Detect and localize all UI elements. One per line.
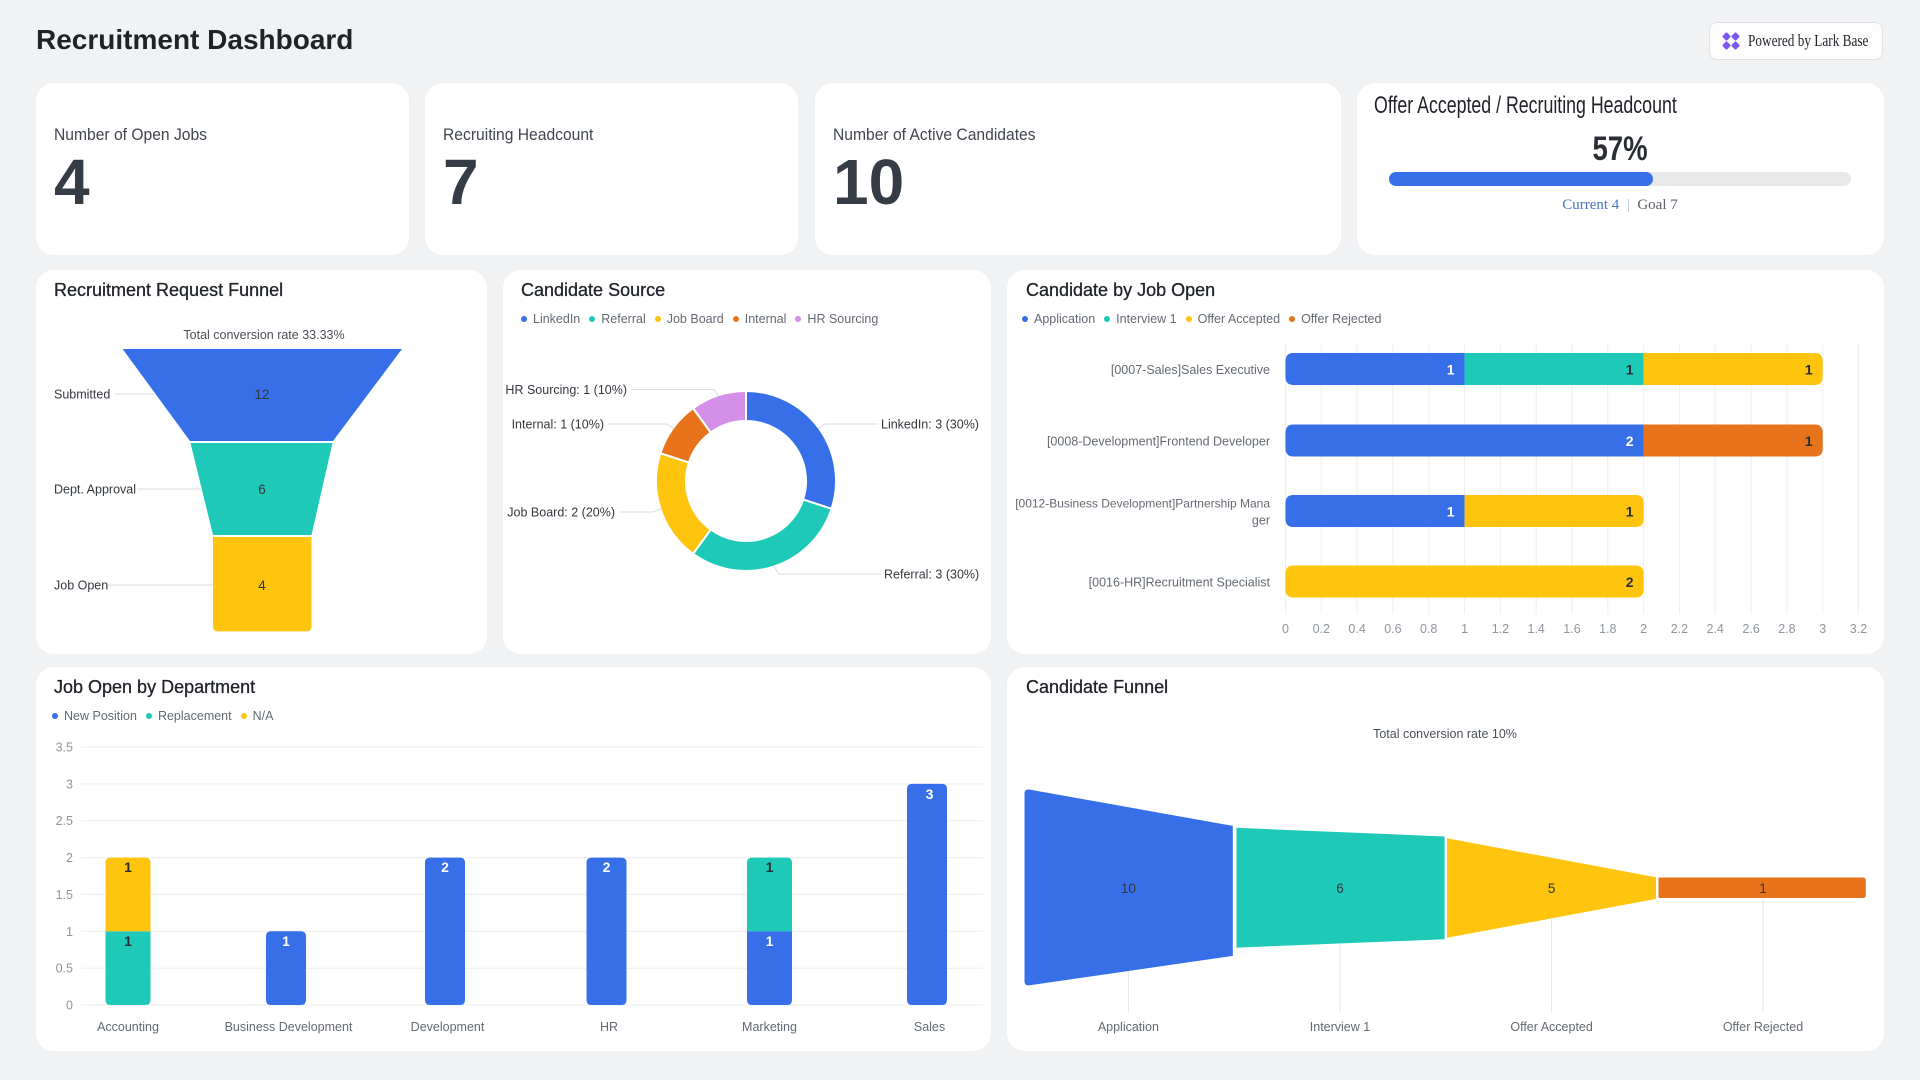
svg-text:Offer Accepted: Offer Accepted bbox=[1510, 1020, 1593, 1034]
svg-text:1: 1 bbox=[282, 933, 290, 949]
svg-text:2: 2 bbox=[603, 859, 611, 875]
svg-text:0.5: 0.5 bbox=[56, 962, 73, 976]
svg-text:1: 1 bbox=[1447, 362, 1455, 378]
svg-text:1: 1 bbox=[766, 933, 774, 949]
svg-text:0: 0 bbox=[1282, 622, 1289, 636]
svg-text:2.6: 2.6 bbox=[1742, 622, 1759, 636]
svg-text:[0008-Development]Frontend Dev: [0008-Development]Frontend Developer bbox=[1047, 435, 1270, 449]
svg-text:[0016-HR]Recruitment Specialis: [0016-HR]Recruitment Specialist bbox=[1089, 576, 1271, 590]
svg-text:3.2: 3.2 bbox=[1850, 622, 1867, 636]
svg-text:0.8: 0.8 bbox=[1420, 622, 1437, 636]
svg-text:0.2: 0.2 bbox=[1313, 622, 1330, 636]
svg-text:2: 2 bbox=[1640, 622, 1647, 636]
svg-text:Sales: Sales bbox=[914, 1020, 945, 1034]
svg-text:2: 2 bbox=[441, 859, 449, 875]
svg-text:5: 5 bbox=[1548, 881, 1556, 896]
svg-text:[0007-Sales]Sales Executive: [0007-Sales]Sales Executive bbox=[1111, 363, 1270, 377]
svg-text:Total conversion rate 33.33%: Total conversion rate 33.33% bbox=[183, 328, 344, 342]
svg-text:2.5: 2.5 bbox=[56, 814, 73, 828]
svg-text:3: 3 bbox=[66, 777, 73, 791]
svg-text:HR: HR bbox=[600, 1020, 618, 1034]
svg-text:2: 2 bbox=[1626, 433, 1634, 449]
svg-text:1.4: 1.4 bbox=[1528, 622, 1545, 636]
svg-text:Referral: 3 (30%): Referral: 3 (30%) bbox=[884, 568, 979, 582]
svg-text:1: 1 bbox=[1805, 362, 1813, 378]
svg-text:1: 1 bbox=[66, 925, 73, 939]
svg-text:Job Board: 2 (20%): Job Board: 2 (20%) bbox=[507, 506, 615, 520]
svg-text:3: 3 bbox=[1819, 622, 1826, 636]
svg-text:Business Development: Business Development bbox=[225, 1020, 353, 1034]
svg-text:Submitted: Submitted bbox=[54, 388, 110, 402]
svg-text:0.6: 0.6 bbox=[1384, 622, 1401, 636]
svg-text:Total conversion rate 10%: Total conversion rate 10% bbox=[1373, 727, 1517, 741]
svg-text:Development: Development bbox=[411, 1020, 485, 1034]
svg-text:LinkedIn: 3 (30%): LinkedIn: 3 (30%) bbox=[881, 418, 979, 432]
svg-text:1.6: 1.6 bbox=[1563, 622, 1580, 636]
svg-text:3.5: 3.5 bbox=[56, 741, 73, 755]
svg-text:1: 1 bbox=[1461, 622, 1468, 636]
svg-text:Application: Application bbox=[1098, 1020, 1159, 1034]
svg-text:12: 12 bbox=[254, 387, 269, 402]
svg-text:0: 0 bbox=[66, 999, 73, 1013]
svg-text:Interview 1: Interview 1 bbox=[1310, 1020, 1370, 1034]
svg-text:Dept. Approval: Dept. Approval bbox=[54, 483, 136, 497]
svg-text:[0012-Business Development]Par: [0012-Business Development]Partnership M… bbox=[1015, 497, 1270, 511]
svg-text:1: 1 bbox=[1447, 504, 1455, 520]
svg-text:2.2: 2.2 bbox=[1671, 622, 1688, 636]
svg-text:Job Open: Job Open bbox=[54, 579, 108, 593]
svg-text:1: 1 bbox=[766, 859, 774, 875]
svg-text:6: 6 bbox=[258, 482, 266, 497]
svg-text:4: 4 bbox=[258, 578, 266, 593]
svg-text:2: 2 bbox=[1626, 574, 1634, 590]
svg-text:1: 1 bbox=[1759, 881, 1767, 896]
svg-text:3: 3 bbox=[926, 786, 934, 802]
svg-text:HR Sourcing: 1 (10%): HR Sourcing: 1 (10%) bbox=[505, 383, 627, 397]
svg-text:10: 10 bbox=[1121, 881, 1136, 896]
svg-text:1.5: 1.5 bbox=[56, 888, 73, 902]
svg-text:1: 1 bbox=[1805, 433, 1813, 449]
svg-text:1.2: 1.2 bbox=[1492, 622, 1509, 636]
svg-text:1: 1 bbox=[124, 933, 132, 949]
svg-text:1: 1 bbox=[124, 859, 132, 875]
svg-text:Internal: 1 (10%): Internal: 1 (10%) bbox=[512, 418, 604, 432]
svg-text:1: 1 bbox=[1626, 504, 1634, 520]
svg-text:Accounting: Accounting bbox=[97, 1020, 159, 1034]
svg-text:ger: ger bbox=[1252, 514, 1270, 528]
svg-text:Marketing: Marketing bbox=[742, 1020, 797, 1034]
svg-text:1.8: 1.8 bbox=[1599, 622, 1616, 636]
svg-text:2.8: 2.8 bbox=[1778, 622, 1795, 636]
svg-text:2: 2 bbox=[66, 851, 73, 865]
svg-text:2.4: 2.4 bbox=[1707, 622, 1724, 636]
svg-text:6: 6 bbox=[1336, 881, 1344, 896]
svg-text:Offer Rejected: Offer Rejected bbox=[1723, 1020, 1803, 1034]
svg-text:1: 1 bbox=[1626, 362, 1634, 378]
svg-text:0.4: 0.4 bbox=[1348, 622, 1365, 636]
